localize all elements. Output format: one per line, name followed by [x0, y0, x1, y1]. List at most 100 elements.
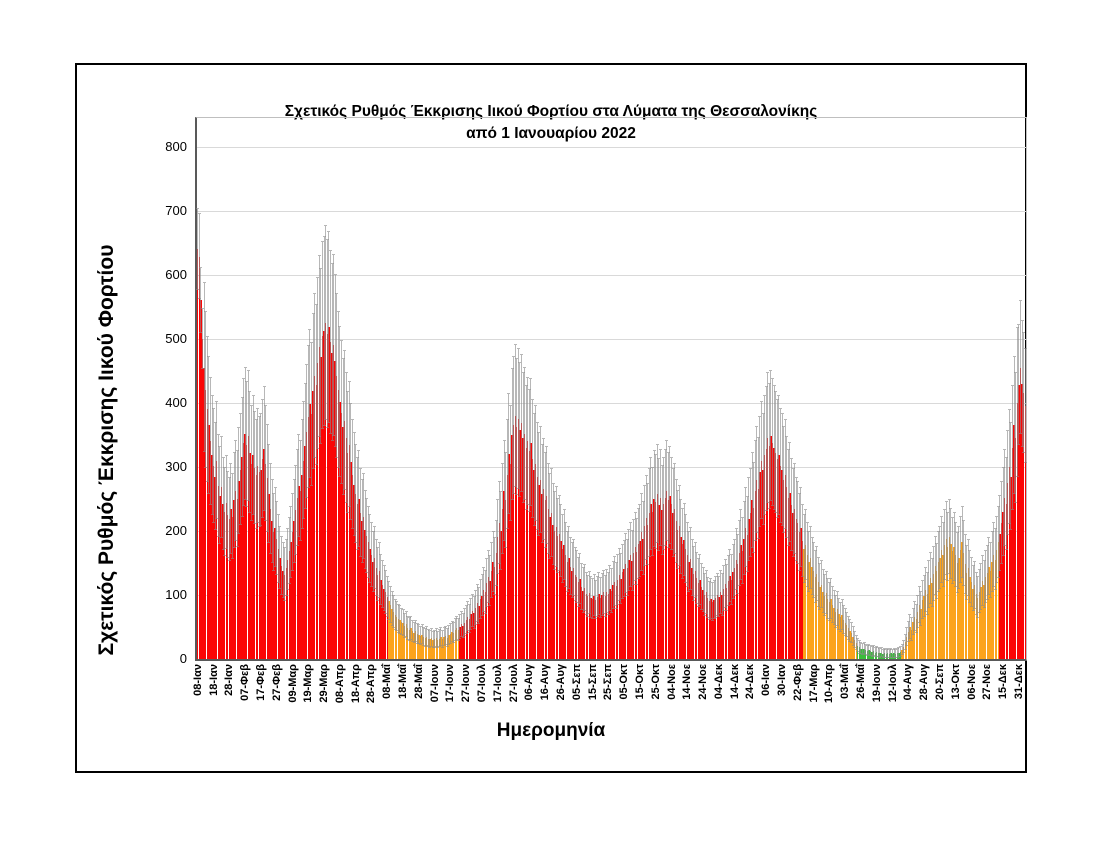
bar [975, 593, 977, 659]
bar [803, 548, 805, 659]
error-bar [990, 530, 994, 592]
error-bar [747, 476, 751, 562]
error-bar [971, 565, 975, 612]
bar [841, 615, 843, 659]
x-tick-label: 06-Ιαν [760, 664, 773, 696]
error-bar [218, 446, 222, 545]
bar [977, 597, 979, 659]
bar [326, 333, 328, 659]
error-bar [322, 235, 326, 426]
error-bar [338, 325, 342, 477]
bar [988, 566, 990, 659]
error-bar [207, 356, 211, 494]
bar [391, 609, 393, 659]
error-bar [717, 575, 721, 618]
error-bar [966, 538, 970, 597]
error-bar [851, 626, 855, 646]
error-bar [685, 522, 689, 588]
bar [689, 559, 692, 659]
bar [377, 574, 379, 659]
bar [351, 474, 354, 659]
error-bar [938, 525, 942, 589]
bar [358, 498, 360, 659]
bar [904, 642, 906, 659]
error-bar [977, 569, 981, 614]
error-bar [477, 587, 481, 624]
error-bar [913, 601, 917, 632]
error-bar [385, 575, 389, 618]
error-bar [820, 560, 823, 609]
bar [953, 546, 955, 659]
error-bar [543, 451, 547, 548]
error-bar [608, 565, 612, 612]
bar [931, 582, 933, 659]
error-bar [630, 529, 634, 592]
bar [678, 525, 681, 659]
error-bar [614, 561, 618, 610]
error-bar [556, 497, 560, 574]
bar [487, 577, 489, 659]
bar [634, 546, 636, 659]
bar [495, 553, 497, 659]
error-bar [197, 213, 201, 300]
bar [514, 415, 516, 659]
bar [205, 390, 207, 659]
bar [320, 356, 322, 659]
x-tick-label: 04-Νοε [665, 664, 678, 700]
error-bar [876, 646, 880, 658]
bar [332, 345, 335, 659]
bar [692, 573, 695, 659]
bar [347, 452, 349, 659]
bar [355, 493, 357, 659]
bar [558, 533, 561, 659]
error-bar [698, 554, 702, 606]
error-bar [305, 364, 309, 499]
bar [253, 468, 256, 659]
error-bar [758, 415, 762, 528]
error-bar [622, 540, 626, 598]
error-bar [551, 483, 555, 566]
bar [985, 577, 987, 659]
error-bar [790, 458, 793, 552]
y-tick-label: 400 [165, 394, 187, 410]
error-bar [807, 530, 811, 592]
error-bar [581, 567, 585, 613]
error-bar [332, 253, 336, 436]
bar [228, 519, 231, 659]
bar [716, 594, 718, 659]
error-bar [962, 519, 966, 586]
bar [940, 550, 943, 659]
error-bar [515, 358, 519, 495]
error-bar [518, 361, 522, 497]
bar [579, 578, 581, 659]
error-bar [354, 443, 358, 543]
bar [497, 537, 499, 659]
bar [800, 527, 802, 659]
error-bar [829, 578, 833, 619]
error-bar [534, 405, 538, 522]
bar [280, 565, 283, 659]
bar [620, 578, 622, 659]
error-bar [328, 249, 332, 434]
bar [541, 493, 543, 659]
error-bar [579, 562, 583, 610]
error-bar [835, 591, 839, 626]
bar [212, 465, 215, 659]
bar [801, 540, 804, 659]
bar [707, 598, 709, 659]
error-bar [602, 569, 606, 614]
error-bar [363, 489, 367, 569]
bar [959, 550, 962, 659]
x-tick-label: 27-Ιουλ [507, 664, 520, 703]
bar [664, 497, 666, 659]
bar [618, 575, 621, 659]
error-bar [802, 514, 806, 583]
bar [493, 566, 496, 659]
error-bar [355, 456, 359, 551]
bar [523, 433, 526, 659]
bar [936, 571, 938, 659]
error-bar [549, 468, 553, 557]
bar [362, 516, 365, 659]
bar [824, 595, 826, 659]
chart-title: Σχετικός Ρυθμός Έκκρισης Ιικού Φορτίου σ… [285, 101, 818, 145]
